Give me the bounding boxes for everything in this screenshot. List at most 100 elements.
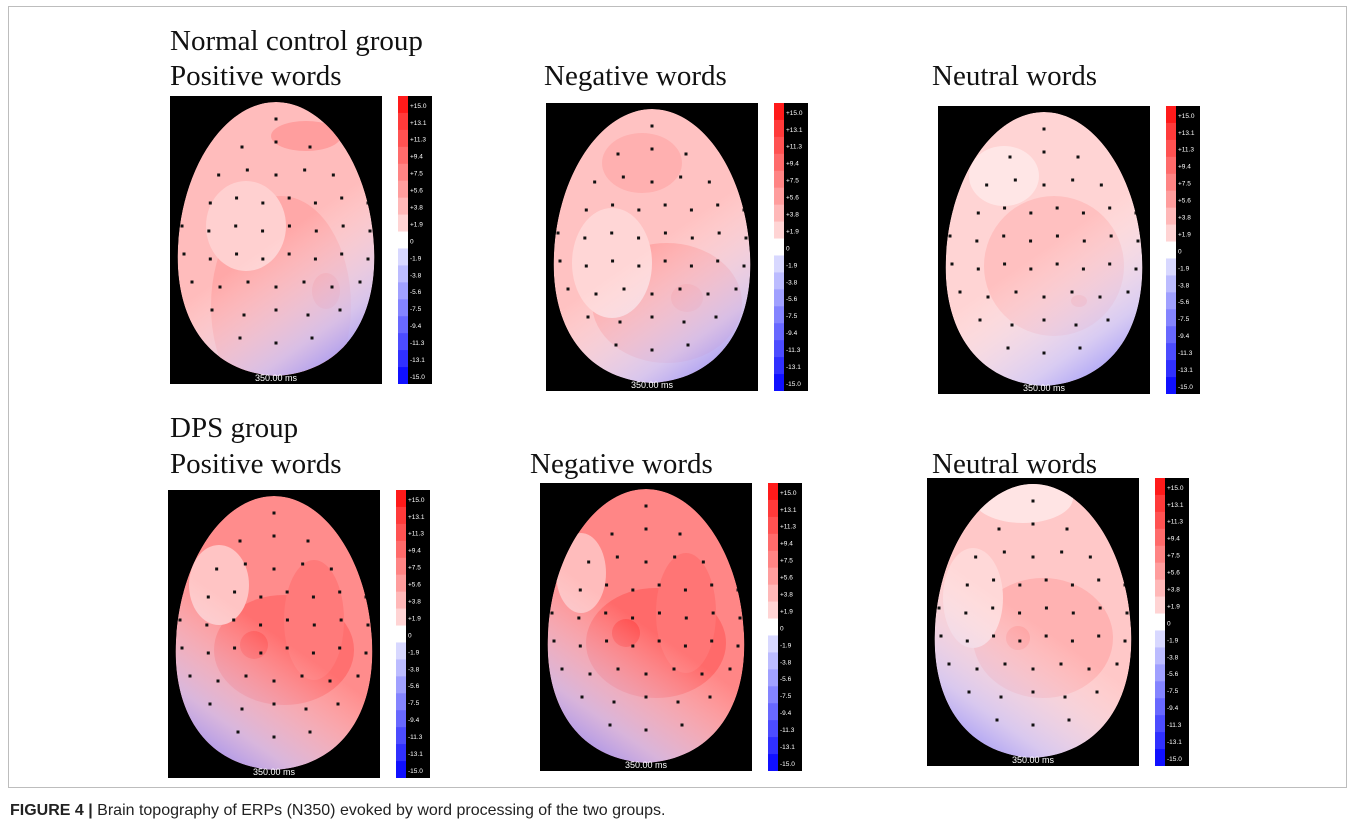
colorbar-tick-label: 0 [1167, 620, 1171, 627]
electrode-marker [618, 320, 622, 324]
electrode-marker [1010, 323, 1014, 327]
colorbar-tick-label: +13.1 [408, 514, 425, 521]
colorbar-swatch [774, 170, 784, 189]
colorbar-swatch [768, 499, 778, 518]
colorbar-swatch [1166, 224, 1176, 243]
colorbar-swatch [1155, 494, 1165, 513]
colorbar-swatch [774, 340, 784, 358]
electrode-marker [1014, 290, 1018, 294]
electrode-marker [1134, 267, 1138, 271]
electrode-marker [285, 590, 289, 594]
electrode-marker [1097, 578, 1101, 582]
electrode-marker [1003, 206, 1007, 210]
electrode-marker [605, 583, 609, 587]
colorbar-swatch [768, 669, 778, 687]
colorbar-swatch [396, 710, 406, 728]
electrode-marker [939, 634, 943, 638]
electrode-marker [558, 259, 562, 263]
colorbar-tick-label: -13.1 [408, 751, 423, 758]
colorbar-swatch [1155, 647, 1165, 665]
label-dps-negative: Negative words [530, 448, 713, 480]
electrode-marker [684, 152, 688, 156]
colorbar-swatch [1166, 258, 1176, 276]
electrode-marker [287, 252, 291, 256]
electrode-marker [340, 252, 344, 256]
electrode-marker [612, 700, 616, 704]
electrode-marker [188, 674, 192, 678]
electrode-marker [180, 646, 184, 650]
colorbar-swatch [774, 272, 784, 290]
electrode-marker [657, 611, 661, 615]
label-dps-neutral: Neutral words [932, 448, 1098, 480]
electrode-marker [208, 702, 212, 706]
electrode-marker [605, 639, 609, 643]
electrode-marker [272, 567, 276, 571]
colorbar-swatch [1155, 664, 1165, 682]
topomap-dps-neutral: 350.00 ms +15.0 +13.1 +11.3 +9.4 +7.5 +5.6 +3.8… [927, 478, 1189, 766]
electrode-marker [339, 618, 343, 622]
colorbar-swatch [398, 146, 408, 165]
group-title-dps: DPS group [170, 412, 299, 444]
electrode-marker [245, 168, 249, 172]
colorbar-swatch [398, 180, 408, 199]
electrode-marker [1109, 234, 1113, 238]
electrode-marker [650, 147, 654, 151]
colorbar-swatch [774, 323, 784, 341]
colorbar-swatch [774, 238, 784, 256]
electrode-marker [583, 236, 587, 240]
colorbar-swatch [768, 686, 778, 704]
electrode-marker [178, 618, 182, 622]
colorbar-swatch [768, 652, 778, 670]
colorbar-swatch [1155, 579, 1165, 598]
electrode-marker [1070, 290, 1074, 294]
topomap-svg: 350.00 ms +15.0 +13.1 +11.3 +9.4 +7.5 +5.6 +3.8… [938, 106, 1200, 394]
electrode-marker [689, 208, 693, 212]
electrode-marker [308, 145, 312, 149]
colorbar-tick-label: -9.4 [786, 330, 798, 337]
electrode-marker [235, 196, 239, 200]
colorbar-swatch [398, 248, 408, 266]
colorbar-tick-label: -11.3 [408, 734, 423, 741]
electrode-marker [950, 262, 954, 266]
colorbar-swatch [768, 584, 778, 603]
colorbar-swatch [398, 112, 408, 131]
colorbar-tick-label: +5.6 [1167, 570, 1180, 577]
colorbar-swatch [1166, 122, 1176, 141]
colorbar-swatch [1155, 749, 1165, 766]
electrode-marker [588, 672, 592, 676]
negative-edge-region [553, 109, 751, 383]
electrode-marker [594, 292, 598, 296]
electrode-marker [182, 252, 186, 256]
electrode-marker [366, 257, 370, 261]
topomap-nc-negative: 350.00 ms +15.0 +13.1 +11.3 +9.4 +7.5 +5.6 +3.8… [546, 103, 808, 391]
electrode-marker [206, 595, 210, 599]
electrode-marker [1067, 718, 1071, 722]
electrode-marker [314, 229, 318, 233]
electrode-marker [673, 555, 677, 559]
electrode-marker [190, 280, 194, 284]
electrode-marker [1098, 295, 1102, 299]
colorbar-tick-label: -5.6 [780, 676, 792, 683]
electrode-marker [608, 723, 612, 727]
group-title-normal-control: Normal control group [170, 25, 423, 57]
colorbar-tick-label: +13.1 [780, 507, 797, 514]
electrode-marker [261, 257, 265, 261]
colorbar-swatch [398, 265, 408, 283]
topomap-svg: 350.00 ms +15.0 +13.1 +11.3 +9.4 +7.5 +5.6 +3.8… [540, 483, 802, 771]
electrode-marker [313, 201, 317, 205]
electrode-marker [1003, 662, 1007, 666]
electrode-marker [1031, 499, 1035, 503]
electrode-marker [238, 336, 242, 340]
electrode-marker [206, 651, 210, 655]
colorbar-swatch [768, 703, 778, 721]
topomap-svg: 350.00 ms +15.0 +13.1 +11.3 +9.4 +7.5 +5.6 +3.8… [168, 490, 430, 778]
electrode-marker [707, 180, 711, 184]
electrode-marker [261, 229, 265, 233]
electrode-marker [610, 532, 614, 536]
colorbar-tick-label: -15.0 [408, 768, 423, 775]
electrode-marker [1070, 639, 1074, 643]
colorbar-tick-label: 0 [410, 238, 414, 245]
colorbar-swatch [396, 642, 406, 660]
electrode-marker [947, 662, 951, 666]
colorbar-tick-label: +7.5 [410, 171, 423, 178]
